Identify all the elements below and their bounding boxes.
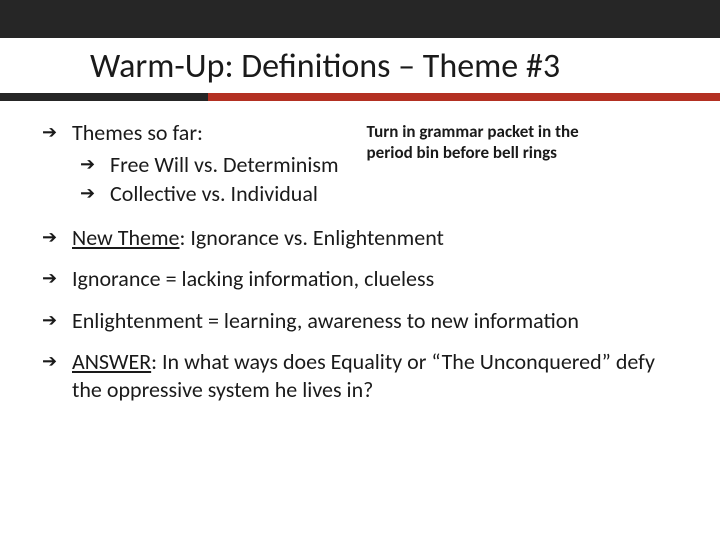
header-block: Warm-Up: Definitions – Theme #3 [0,0,720,101]
list-item: ANSWER: In what ways does Equality or “T… [42,348,678,403]
list-item: Collective vs. Individual [80,180,339,208]
list-item: Free Will vs. Determinism [80,151,339,179]
top-row: Themes so far: Free Will vs. Determinism… [42,119,678,214]
subitem-text: Collective vs. Individual [110,180,318,207]
new-theme-rest: : Ignorance vs. Enlightenment [180,224,444,251]
side-note: Turn in grammar packet in the period bin… [367,119,612,164]
list-item: Enlightenment = learning, awareness to n… [42,307,678,335]
list-item: Ignorance = lacking information, clueles… [42,265,678,293]
themes-sublist: Free Will vs. Determinism Collective vs.… [80,151,339,208]
subitem-text: Free Will vs. Determinism [110,151,339,178]
ignorance-text: Ignorance = lacking information, clueles… [72,265,434,292]
list-item: Themes so far: Free Will vs. Determinism… [42,119,339,208]
header-top-bar [0,0,720,38]
enlightenment-text: Enlightenment = learning, awareness to n… [72,307,579,334]
content-area: Themes so far: Free Will vs. Determinism… [0,101,720,403]
accent-bar-left [0,93,208,101]
answer-label: ANSWER [72,348,151,375]
themes-heading-text: Themes so far: [72,119,203,146]
list-item: New Theme: Ignorance vs. Enlightenment [42,224,678,252]
new-theme-label: New Theme [72,224,180,251]
accent-bar-right [208,93,720,101]
slide-title: Warm-Up: Definitions – Theme #3 [90,46,720,87]
themes-list: Themes so far: Free Will vs. Determinism… [42,119,339,214]
accent-bar [0,93,720,101]
answer-rest: : In what ways does Equality or “The Unc… [72,348,655,403]
title-row: Warm-Up: Definitions – Theme #3 [0,38,720,93]
main-bullets: New Theme: Ignorance vs. Enlightenment I… [42,224,678,404]
